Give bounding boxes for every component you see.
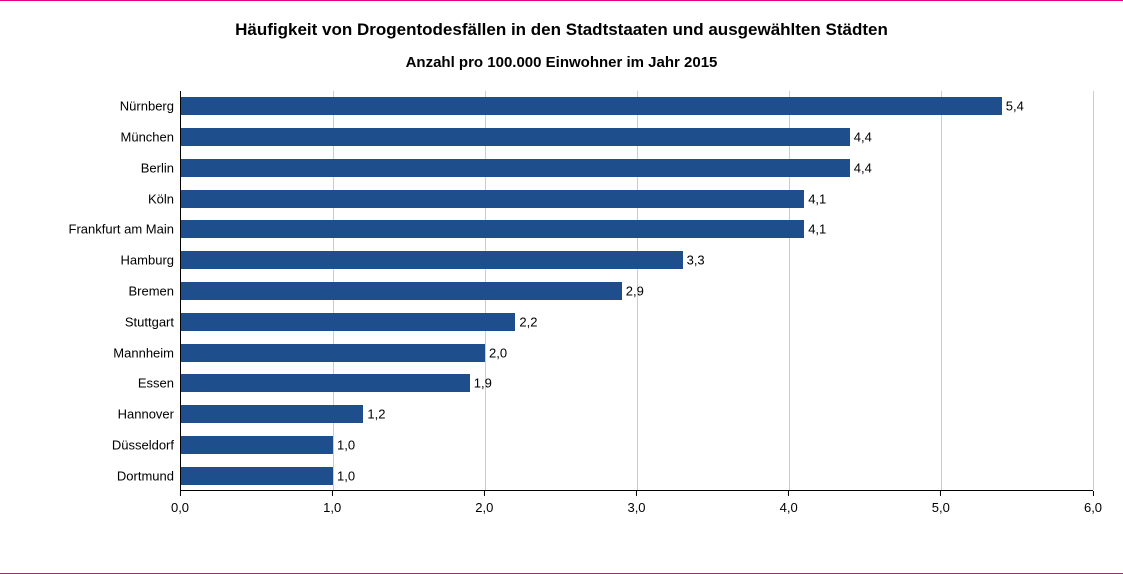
- x-tick-mark: [332, 491, 333, 496]
- x-tick: 0,0: [171, 491, 189, 515]
- y-axis-category-label: Mannheim: [113, 345, 174, 360]
- x-tick-label: 5,0: [932, 500, 950, 515]
- bar: [181, 467, 333, 485]
- bar-row: 2,2: [181, 313, 515, 331]
- x-axis: 0,01,02,03,04,05,06,0: [180, 491, 1093, 531]
- bar-value-label: 4,4: [850, 160, 872, 175]
- bar-value-label: 5,4: [1002, 99, 1024, 114]
- bar-row: 1,0: [181, 436, 333, 454]
- x-tick: 5,0: [932, 491, 950, 515]
- bar: [181, 405, 363, 423]
- bar-value-label: 2,0: [485, 345, 507, 360]
- x-tick-mark: [636, 491, 637, 496]
- bar-row: 2,0: [181, 344, 485, 362]
- y-axis-category-label: Hannover: [118, 407, 174, 422]
- bar-row: 4,1: [181, 220, 804, 238]
- bar: [181, 282, 622, 300]
- bar-value-label: 4,4: [850, 130, 872, 145]
- bar-value-label: 3,3: [683, 253, 705, 268]
- x-tick-mark: [484, 491, 485, 496]
- chart-subtitle: Anzahl pro 100.000 Einwohner im Jahr 201…: [30, 54, 1093, 71]
- bar-row: 4,1: [181, 190, 804, 208]
- y-axis-category-label: München: [121, 130, 174, 145]
- x-tick-label: 2,0: [475, 500, 493, 515]
- x-tick-mark: [1092, 491, 1093, 496]
- chart-title: Häufigkeit von Drogentodesfällen in den …: [30, 20, 1093, 40]
- bar-value-label: 2,2: [515, 314, 537, 329]
- x-tick: 3,0: [627, 491, 645, 515]
- x-tick-label: 4,0: [780, 500, 798, 515]
- bar: [181, 220, 804, 238]
- gridline: [789, 91, 790, 490]
- bar: [181, 97, 1002, 115]
- bar-value-label: 1,2: [363, 407, 385, 422]
- y-axis-category-label: Berlin: [141, 160, 174, 175]
- x-tick: 6,0: [1084, 491, 1102, 515]
- bar: [181, 313, 515, 331]
- bar: [181, 344, 485, 362]
- y-axis-category-label: Bremen: [128, 284, 174, 299]
- bar-value-label: 1,0: [333, 437, 355, 452]
- x-tick: 1,0: [323, 491, 341, 515]
- plot-region: Nürnberg München Berlin Köln Frankfurt am Ma…: [30, 91, 1093, 531]
- bar-value-label: 1,9: [470, 376, 492, 391]
- bar-row: 1,0: [181, 467, 333, 485]
- bar-value-label: 4,1: [804, 222, 826, 237]
- bar-value-label: 4,1: [804, 191, 826, 206]
- bar-row: 5,4: [181, 97, 1002, 115]
- x-tick-label: 6,0: [1084, 500, 1102, 515]
- y-axis-category-label: Dortmund: [117, 468, 174, 483]
- x-tick-label: 3,0: [627, 500, 645, 515]
- gridline: [1093, 91, 1094, 490]
- x-tick-label: 1,0: [323, 500, 341, 515]
- bar-row: 3,3: [181, 251, 683, 269]
- plot-area: 5,44,44,44,14,13,32,92,22,01,91,21,01,0 …: [180, 91, 1093, 531]
- x-tick-label: 0,0: [171, 500, 189, 515]
- bar: [181, 436, 333, 454]
- y-axis-category-label: Nürnberg: [120, 99, 174, 114]
- bars-region: 5,44,44,44,14,13,32,92,22,01,91,21,01,0: [180, 91, 1093, 491]
- bar: [181, 128, 850, 146]
- y-axis-category-label: Stuttgart: [125, 314, 174, 329]
- y-axis-labels: Nürnberg München Berlin Köln Frankfurt am Ma…: [30, 91, 180, 531]
- y-axis-category-label: Hamburg: [121, 253, 174, 268]
- x-tick: 2,0: [475, 491, 493, 515]
- y-axis-category-label: Düsseldorf: [112, 437, 174, 452]
- bar: [181, 190, 804, 208]
- x-tick-mark: [788, 491, 789, 496]
- bar: [181, 251, 683, 269]
- chart-container: Häufigkeit von Drogentodesfällen in den …: [0, 0, 1123, 574]
- bar-row: 4,4: [181, 128, 850, 146]
- bar-row: 2,9: [181, 282, 622, 300]
- gridline: [941, 91, 942, 490]
- x-tick-mark: [179, 491, 180, 496]
- bar: [181, 159, 850, 177]
- y-axis-category-label: Essen: [138, 376, 174, 391]
- bar-row: 1,2: [181, 405, 363, 423]
- y-axis-category-label: Köln: [148, 191, 174, 206]
- bar-row: 4,4: [181, 159, 850, 177]
- y-axis-category-label: Frankfurt am Main: [69, 222, 174, 237]
- x-tick-mark: [940, 491, 941, 496]
- bar-value-label: 1,0: [333, 468, 355, 483]
- x-tick: 4,0: [780, 491, 798, 515]
- bar: [181, 374, 470, 392]
- bar-row: 1,9: [181, 374, 470, 392]
- bar-value-label: 2,9: [622, 284, 644, 299]
